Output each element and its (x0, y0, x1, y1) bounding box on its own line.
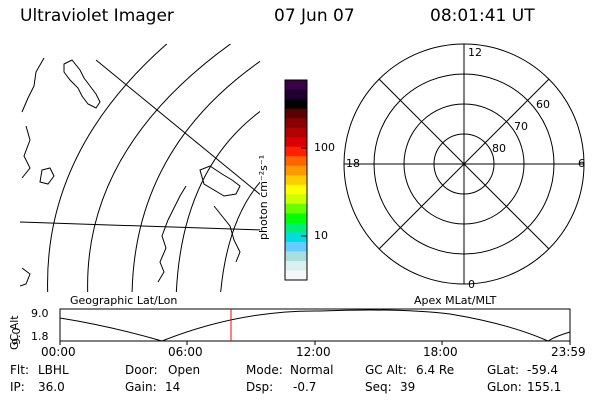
map-meridian (20, 221, 260, 231)
map-latitude-arc (131, 60, 260, 292)
glon-label: GLon: (487, 380, 522, 394)
colorbar-cell (285, 241, 307, 252)
coastline (21, 57, 45, 179)
colorbar-cell (285, 108, 307, 119)
colorbar-cell (285, 194, 307, 205)
glat-value: -59.4 (527, 363, 559, 377)
gain-value: 14 (165, 380, 181, 394)
colorbar-cell (285, 89, 307, 100)
colorbar-cell (285, 80, 307, 91)
x-tick-label: 18:00 (423, 345, 458, 359)
coastline (199, 165, 241, 197)
colorbar-cell (285, 175, 307, 186)
polar-caption: Apex MLat/MLT (414, 294, 497, 307)
colorbar-cell (285, 118, 307, 129)
gain-label: Gain: (125, 380, 157, 394)
coastline (63, 59, 101, 109)
mlt-label-bottom: 0 (468, 278, 475, 291)
map-latitude-arc (175, 110, 260, 292)
map-meridian (95, 59, 260, 196)
colorbar-tick-label: 10 (314, 229, 328, 242)
dsp-label: Dsp: (246, 380, 274, 394)
coastline (213, 205, 241, 263)
colorbar-cell (285, 127, 307, 138)
x-tick-label: 00:00 (41, 345, 76, 359)
x-tick-label: 06:00 (168, 345, 203, 359)
colorbar-cell (285, 137, 307, 148)
gc-alt-value: 6.4 Re (416, 363, 455, 377)
map-caption: Geographic Lat/Lon (70, 294, 178, 307)
dsp-value: -0.7 (293, 380, 317, 394)
colorbar-cell (285, 99, 307, 110)
time-label: 08:01:41 UT (430, 6, 535, 26)
map-latitude-arc (47, 44, 168, 292)
ip-label: IP: (10, 380, 25, 394)
mlt-label-right: 6 (578, 157, 585, 170)
mlt-label-left: 18 (346, 157, 360, 170)
mlt-label-top: 12 (468, 46, 482, 59)
x-tick-label: 12:00 (296, 345, 331, 359)
ip-value: 36.0 (38, 380, 65, 394)
lat-label: 80 (492, 142, 506, 155)
colorbar-cell (285, 165, 307, 176)
date-label: 07 Jun 07 (274, 6, 355, 26)
altitude-curve (59, 309, 571, 342)
y-tick-label: 1.8 (31, 330, 49, 343)
door-value: Open (168, 363, 201, 377)
glon-value: 155.1 (527, 380, 562, 394)
y-tick-label: 9.0 (31, 307, 49, 320)
gc-alt-label: GC Alt: (365, 363, 407, 377)
colorbar-unit-label: photon cm⁻²s⁻¹ (257, 154, 270, 240)
colorbar-cell (285, 222, 307, 233)
map-latitude-arc (87, 44, 232, 292)
colorbar-cell (285, 251, 307, 262)
lat-label: 60 (536, 98, 550, 111)
lat-label: 70 (514, 120, 528, 133)
colorbar-tick-label: 100 (314, 141, 335, 154)
colorbar-cell (285, 203, 307, 214)
polar-axis (378, 78, 550, 250)
filter-value: LBHL (38, 363, 69, 377)
colorbar (284, 79, 308, 281)
door-label: Door: (125, 363, 158, 377)
colorbar-cell (285, 184, 307, 195)
colorbar-cell (285, 260, 307, 271)
altitude-plot (59, 308, 571, 345)
colorbar-cell (285, 213, 307, 224)
colorbar-cell (285, 146, 307, 157)
seq-label: Seq: (365, 380, 392, 394)
colorbar-cell (285, 156, 307, 167)
mode-label: Mode: (246, 363, 283, 377)
coastline (20, 267, 31, 287)
coastline (39, 167, 55, 185)
seq-value: 39 (400, 380, 416, 394)
colorbar-cell (285, 232, 307, 243)
polar-plot (343, 43, 585, 285)
colorbar-cell (285, 270, 307, 281)
map-latitude-arc (220, 181, 260, 292)
mode-value: Normal (290, 363, 334, 377)
filter-label: Flt: (10, 363, 29, 377)
coastline (157, 185, 187, 283)
instrument-title: Ultraviolet Imager (20, 6, 174, 26)
x-tick-label: 23:59 (551, 345, 586, 359)
altitude-axis-title: GC Alt (8, 315, 21, 350)
glat-label: GLat: (487, 363, 520, 377)
